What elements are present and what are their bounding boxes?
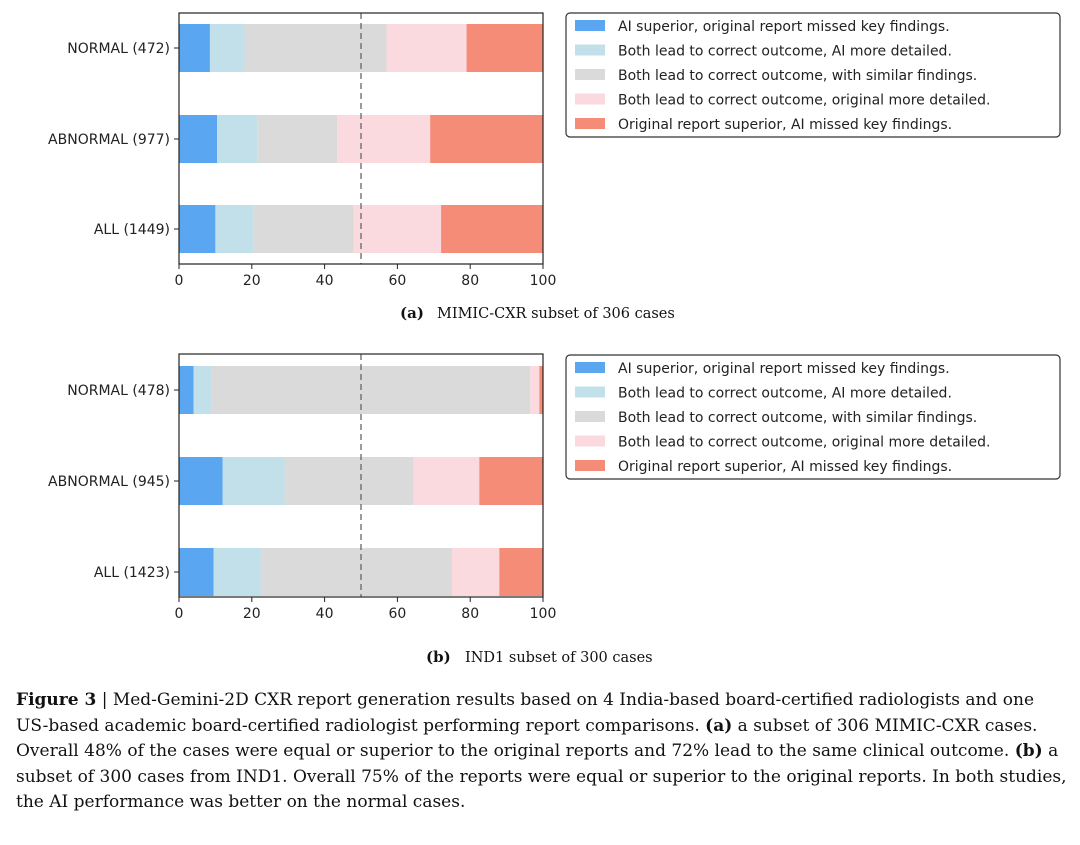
bar-a-normal-s0 [179,24,210,72]
legend-swatch-a-0 [575,20,605,31]
bar-b-abnormal-s0 [179,457,223,505]
bar-a-normal-s2 [244,24,387,72]
xtick-label-b-80: 80 [461,606,479,622]
xtick-label-a-20: 20 [243,273,261,289]
figure-caption-text: | Med-Gemini-2D CXR report generation re… [16,690,1035,736]
bar-a-abnormal-s4 [430,115,543,163]
legend-label-b-0: AI superior, original report missed key … [618,361,950,377]
bar-b-abnormal-s2 [284,457,414,505]
xtick-label-a-60: 60 [388,273,406,289]
ytick-label-a-0: NORMAL (472) [67,41,170,57]
legend-box-a [565,12,1061,138]
bar-a-normal-s4 [466,24,543,72]
panel-caption-b: IND1 subset of 300 cases [465,650,653,666]
legend-label-a-4: Original report superior, AI missed key … [618,117,952,133]
xtick-label-b-60: 60 [388,606,406,622]
bar-b-normal-s2 [211,366,531,414]
chart-b-svg: NORMAL (478) ABNORMAL (945) ALL (1423) 0 20 4… [48,353,1061,666]
xtick-label-a-80: 80 [461,273,479,289]
ytick-label-b-2: ALL (1423) [94,565,170,581]
caption-part-a-text: a subset of 306 MIMIC-CXR cases. Overall… [16,715,1038,762]
chart-a-svg: NORMAL (472) ABNORMAL (977) ALL (1449) 0 20 4… [48,12,1061,322]
figure-caption: Figure 3 | Med-Gemini-2D CXR report gene… [16,688,1068,816]
bar-b-all-s3 [452,548,500,596]
bar-a-all-s0 [179,205,216,253]
ytick-label-b-0: NORMAL (478) [67,383,170,399]
bar-b-all-s0 [179,548,214,596]
legend-swatch-a-1 [575,44,605,56]
caption-part-b-label: (b) [1014,741,1043,761]
bar-a-abnormal-s0 [179,115,218,163]
legend-swatch-b-3 [575,435,605,447]
axes-frame-a [178,12,544,265]
bar-b-abnormal-s1 [222,457,285,505]
bar-b-all-s1 [213,548,261,596]
xtick-label-a-40: 40 [316,273,334,289]
bar-a-abnormal-s1 [217,115,258,163]
bar-b-all-s4 [499,548,543,596]
bar-b-normal-s1 [193,366,212,414]
legend-swatch-b-1 [575,386,605,398]
bar-b-normal-s3 [530,366,540,414]
legend-label-a-1: Both lead to correct outcome, AI more de… [618,44,952,60]
bar-a-normal-s3 [386,24,467,72]
legend-swatch-a-4 [575,118,605,129]
legend-box-b [565,354,1061,480]
chart-panel-a: NORMAL (472) ABNORMAL (977) ALL (1449) 0 20 4… [0,0,1080,335]
bar-a-all-s4 [441,205,543,253]
xtick-label-b-100: 100 [530,606,557,622]
ytick-label-b-1: ABNORMAL (945) [48,474,170,490]
xtick-label-a-100: 100 [530,273,557,289]
bar-a-abnormal-s2 [257,115,338,163]
bar-b-abnormal-s4 [479,457,543,505]
legend-label-a-2: Both lead to correct outcome, with simil… [618,68,977,84]
caption-part-b-text: a subset of 300 cases from IND1. Overall… [16,741,1067,812]
bar-b-all-s2 [260,548,452,596]
xtick-label-b-20: 20 [243,606,261,622]
panel-caption-a: MIMIC-CXR subset of 306 cases [437,306,675,322]
bar-b-normal-s4 [539,366,543,414]
bar-a-abnormal-s3 [337,115,431,163]
legend-label-b-1: Both lead to correct outcome, AI more de… [618,386,952,402]
caption-part-a-label: (a) [705,715,733,736]
ytick-label-a-1: ABNORMAL (977) [48,132,170,148]
bar-a-all-s3 [353,205,442,253]
legend-label-b-2: Both lead to correct outcome, with simil… [618,410,977,426]
legend-swatch-b-4 [575,460,605,471]
ytick-label-a-2: ALL (1449) [94,222,170,238]
bar-a-normal-s1 [209,24,245,72]
legend-swatch-b-0 [575,362,605,373]
legend-swatch-b-2 [575,411,605,422]
legend-swatch-a-3 [575,93,605,105]
axes-frame-b [178,353,544,598]
legend-label-b-4: Original report superior, AI missed key … [618,459,952,475]
chart-panel-b: NORMAL (478) ABNORMAL (945) ALL (1423) 0 20 4… [0,340,1080,670]
xtick-label-b-0: 0 [175,606,184,622]
xtick-label-b-40: 40 [316,606,334,622]
bar-b-abnormal-s3 [413,457,480,505]
figure-label: Figure 3 [16,690,97,710]
legend-label-a-0: AI superior, original report missed key … [618,19,950,35]
xtick-label-a-0: 0 [175,273,184,289]
legend-swatch-a-2 [575,69,605,80]
bar-b-normal-s0 [179,366,194,414]
panel-label-a: (a) [400,304,424,322]
bar-a-all-s1 [215,205,254,253]
bar-a-all-s2 [253,205,354,253]
legend-label-a-3: Both lead to correct outcome, original m… [618,93,991,109]
legend-label-b-3: Both lead to correct outcome, original m… [618,435,991,451]
panel-label-b: (b) [426,648,451,666]
